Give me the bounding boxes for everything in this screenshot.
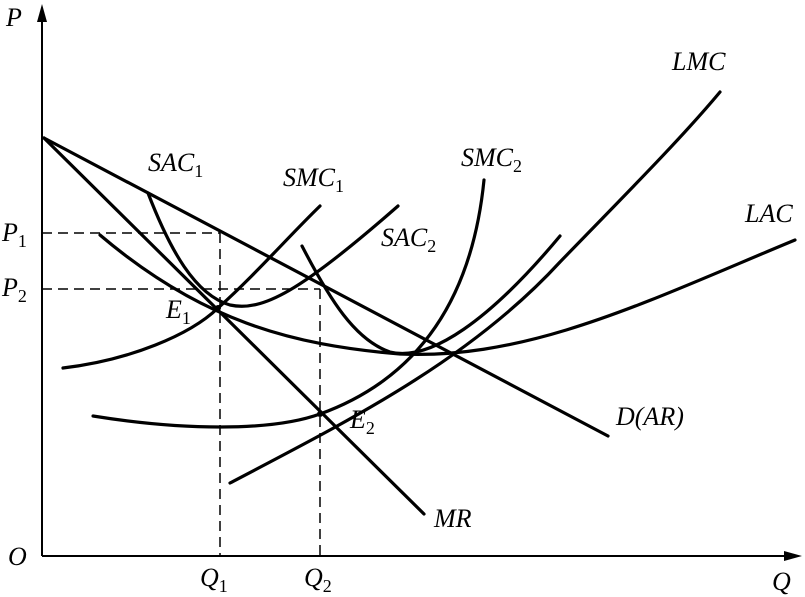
x-axis-label: Q: [772, 567, 791, 596]
y-axis-label: P: [5, 3, 22, 32]
mr-label: MR: [433, 504, 472, 533]
axes: [37, 4, 802, 561]
e2-label: E2: [349, 405, 375, 438]
p1-label: P1: [1, 218, 27, 251]
mr-curve: [42, 136, 426, 516]
p2-label: P2: [1, 273, 27, 306]
q2-label: Q2: [304, 563, 332, 596]
x-axis-arrow: [784, 551, 802, 561]
demand-label: D(AR): [615, 402, 684, 431]
sac1-curve: [146, 191, 400, 308]
e1-label: E1: [165, 295, 191, 328]
e2-point: [317, 411, 323, 417]
smc1-label: SMC1: [283, 163, 344, 196]
sac1-label: SAC1: [148, 148, 203, 181]
sac2-label: SAC2: [381, 223, 436, 256]
y-axis-arrow: [37, 4, 47, 22]
curves: [42, 90, 797, 516]
equilibrium-points: [215, 305, 323, 417]
smc2-label: SMC2: [461, 143, 522, 176]
lmc-curve: [228, 90, 722, 485]
sac2-curve: [300, 234, 562, 355]
smc2-curve: [91, 178, 486, 429]
q1-label: Q1: [200, 563, 228, 596]
lmc-label: LMC: [671, 47, 726, 76]
e1-point: [215, 305, 221, 311]
guide-lines: [42, 232, 321, 556]
origin-label: O: [8, 542, 27, 571]
lac-label: LAC: [744, 199, 793, 228]
smc1-curve: [61, 204, 322, 370]
